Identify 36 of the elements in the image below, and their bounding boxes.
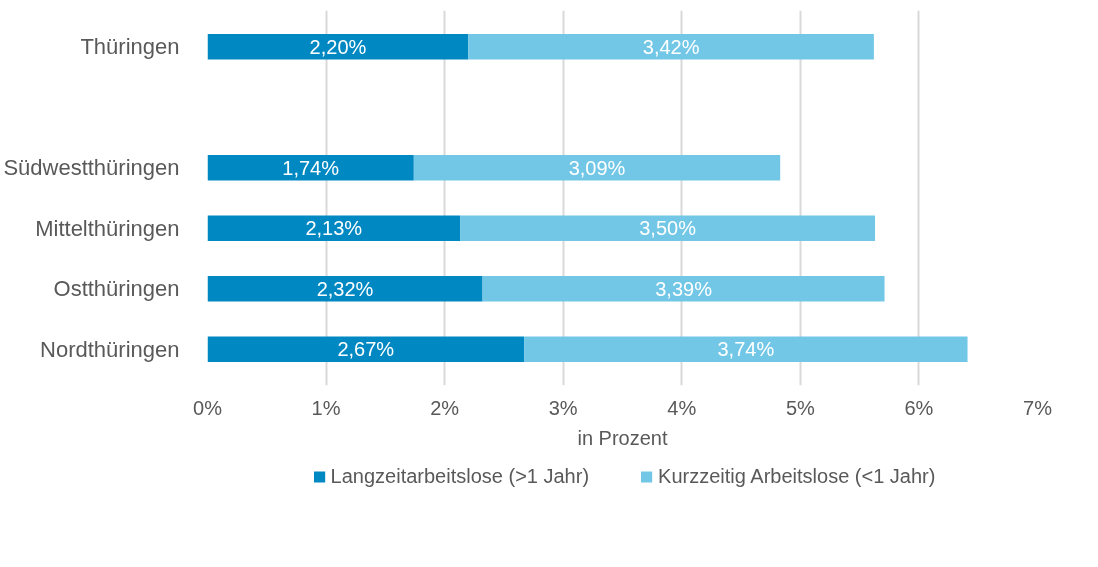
x-tick-label: 7% [1023, 396, 1053, 419]
bar [524, 336, 968, 362]
legend-label: Kurzzeitig Arbeitslose (<1 Jahr) [658, 464, 936, 488]
x-tick-label: 6% [904, 396, 934, 419]
y-tick-label: Nordthüringen [40, 336, 180, 362]
data-label: 1,74% [282, 156, 340, 179]
data-label: 3,50% [639, 217, 697, 240]
x-tick-label: 4% [667, 396, 697, 419]
data-label: 2,67% [337, 338, 395, 361]
x-tick-label: 5% [785, 396, 816, 419]
y-tick-label: Südwestthüringen [3, 155, 180, 181]
bar [482, 276, 885, 302]
bar [460, 215, 876, 241]
data-label: 2,13% [305, 217, 363, 240]
bar [207, 34, 469, 60]
x-axis-title: in Prozent [577, 426, 668, 449]
bar [207, 155, 414, 181]
data-label: 2,20% [309, 35, 367, 58]
x-tick-label: 3% [548, 396, 578, 419]
bar [207, 276, 483, 302]
bar [207, 215, 461, 241]
data-label: 3,39% [655, 277, 713, 300]
x-tick-label: 1% [311, 396, 341, 419]
y-tick-label: Mittelthüringen [35, 215, 180, 241]
legend-label: Langzeitarbeitslose (>1 Jahr) [330, 464, 590, 488]
data-label: 3,42% [642, 35, 700, 58]
bar [207, 336, 525, 362]
bar [468, 34, 874, 60]
x-tick-label: 0% [193, 396, 223, 419]
data-label: 3,74% [717, 338, 775, 361]
data-label: 3,09% [568, 156, 626, 179]
x-tick-label: 2% [430, 396, 460, 419]
data-label: 2,32% [316, 277, 374, 300]
y-tick-label: Thüringen [80, 34, 180, 60]
bar [413, 155, 781, 181]
y-tick-label: Ostthüringen [53, 276, 180, 302]
